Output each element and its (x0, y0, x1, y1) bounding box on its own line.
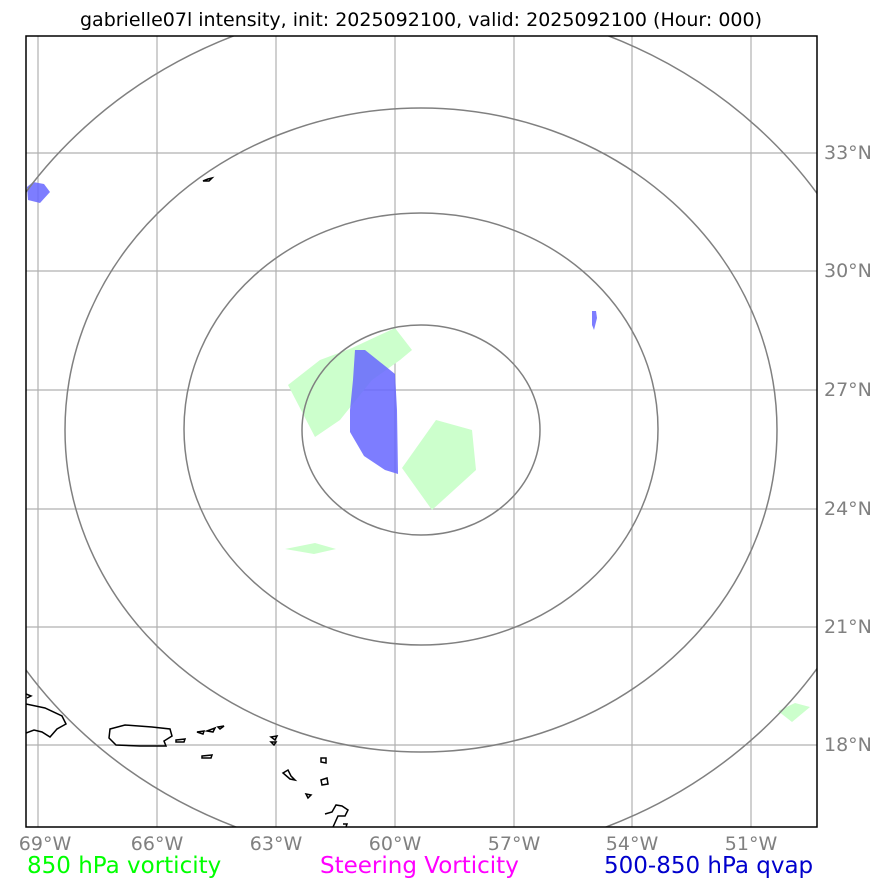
lon-tick-label: 66°W (130, 833, 184, 855)
lon-tick-label: 54°W (605, 833, 659, 855)
range-rings (26, 36, 817, 827)
qvap-fill (27, 182, 597, 474)
map-axes-background (26, 36, 817, 827)
coastlines (26, 176, 349, 827)
lon-tick-label: 63°W (249, 833, 303, 855)
island-7 (269, 741, 278, 747)
lon-tick-label: 57°W (487, 833, 541, 855)
map-axes-frame (25, 35, 818, 828)
island-13 (343, 823, 349, 827)
island-12 (324, 804, 349, 827)
legend-qvap: 500-850 hPa qvap (604, 853, 814, 879)
island-2 (196, 730, 206, 735)
vorticity-850-fill (285, 328, 810, 722)
vorticity-patch-north (288, 328, 412, 437)
legend-850-vorticity: 850 hPa vorticity (27, 853, 222, 879)
qvap-patch-northwest (27, 182, 50, 203)
lat-tick-label: 21°N (824, 616, 872, 638)
lat-tick-label: 33°N (824, 142, 872, 164)
puerto-rico-coast (108, 724, 173, 747)
lat-tick-label: 27°N (824, 379, 872, 401)
island-1 (175, 738, 187, 743)
vorticity-patch-south (285, 543, 336, 554)
lat-tick-label: 30°N (824, 260, 872, 282)
island-3 (204, 726, 217, 733)
map-title: gabrielle07l intensity, init: 2025092100… (79, 9, 763, 31)
island-8 (281, 768, 298, 782)
island-5 (201, 754, 214, 759)
lon-tick-label: 60°W (368, 833, 422, 855)
qvap-patch-northeast (592, 311, 597, 330)
island-10 (320, 777, 329, 786)
island-4 (216, 725, 225, 730)
qvap-patch-center (350, 350, 398, 474)
lon-tick-label: 69°W (18, 833, 72, 855)
lat-tick-label: 18°N (824, 734, 872, 756)
hispaniola-coast (26, 703, 67, 738)
lon-tick-label: 51°W (724, 833, 778, 855)
vorticity-patch-east (778, 703, 810, 722)
island-6 (269, 735, 279, 742)
lat-tick-label: 24°N (824, 498, 872, 520)
vorticity-patch-southeast (402, 420, 476, 510)
range-ring-3 (64, 107, 778, 753)
legend-steering-vorticity: Steering Vorticity (320, 853, 519, 879)
coast-fragment (26, 693, 33, 699)
island-11 (304, 792, 313, 800)
range-ring-1 (301, 324, 541, 536)
island-9 (320, 757, 327, 764)
range-ring-2 (183, 212, 659, 646)
bermuda-coast (202, 176, 215, 182)
